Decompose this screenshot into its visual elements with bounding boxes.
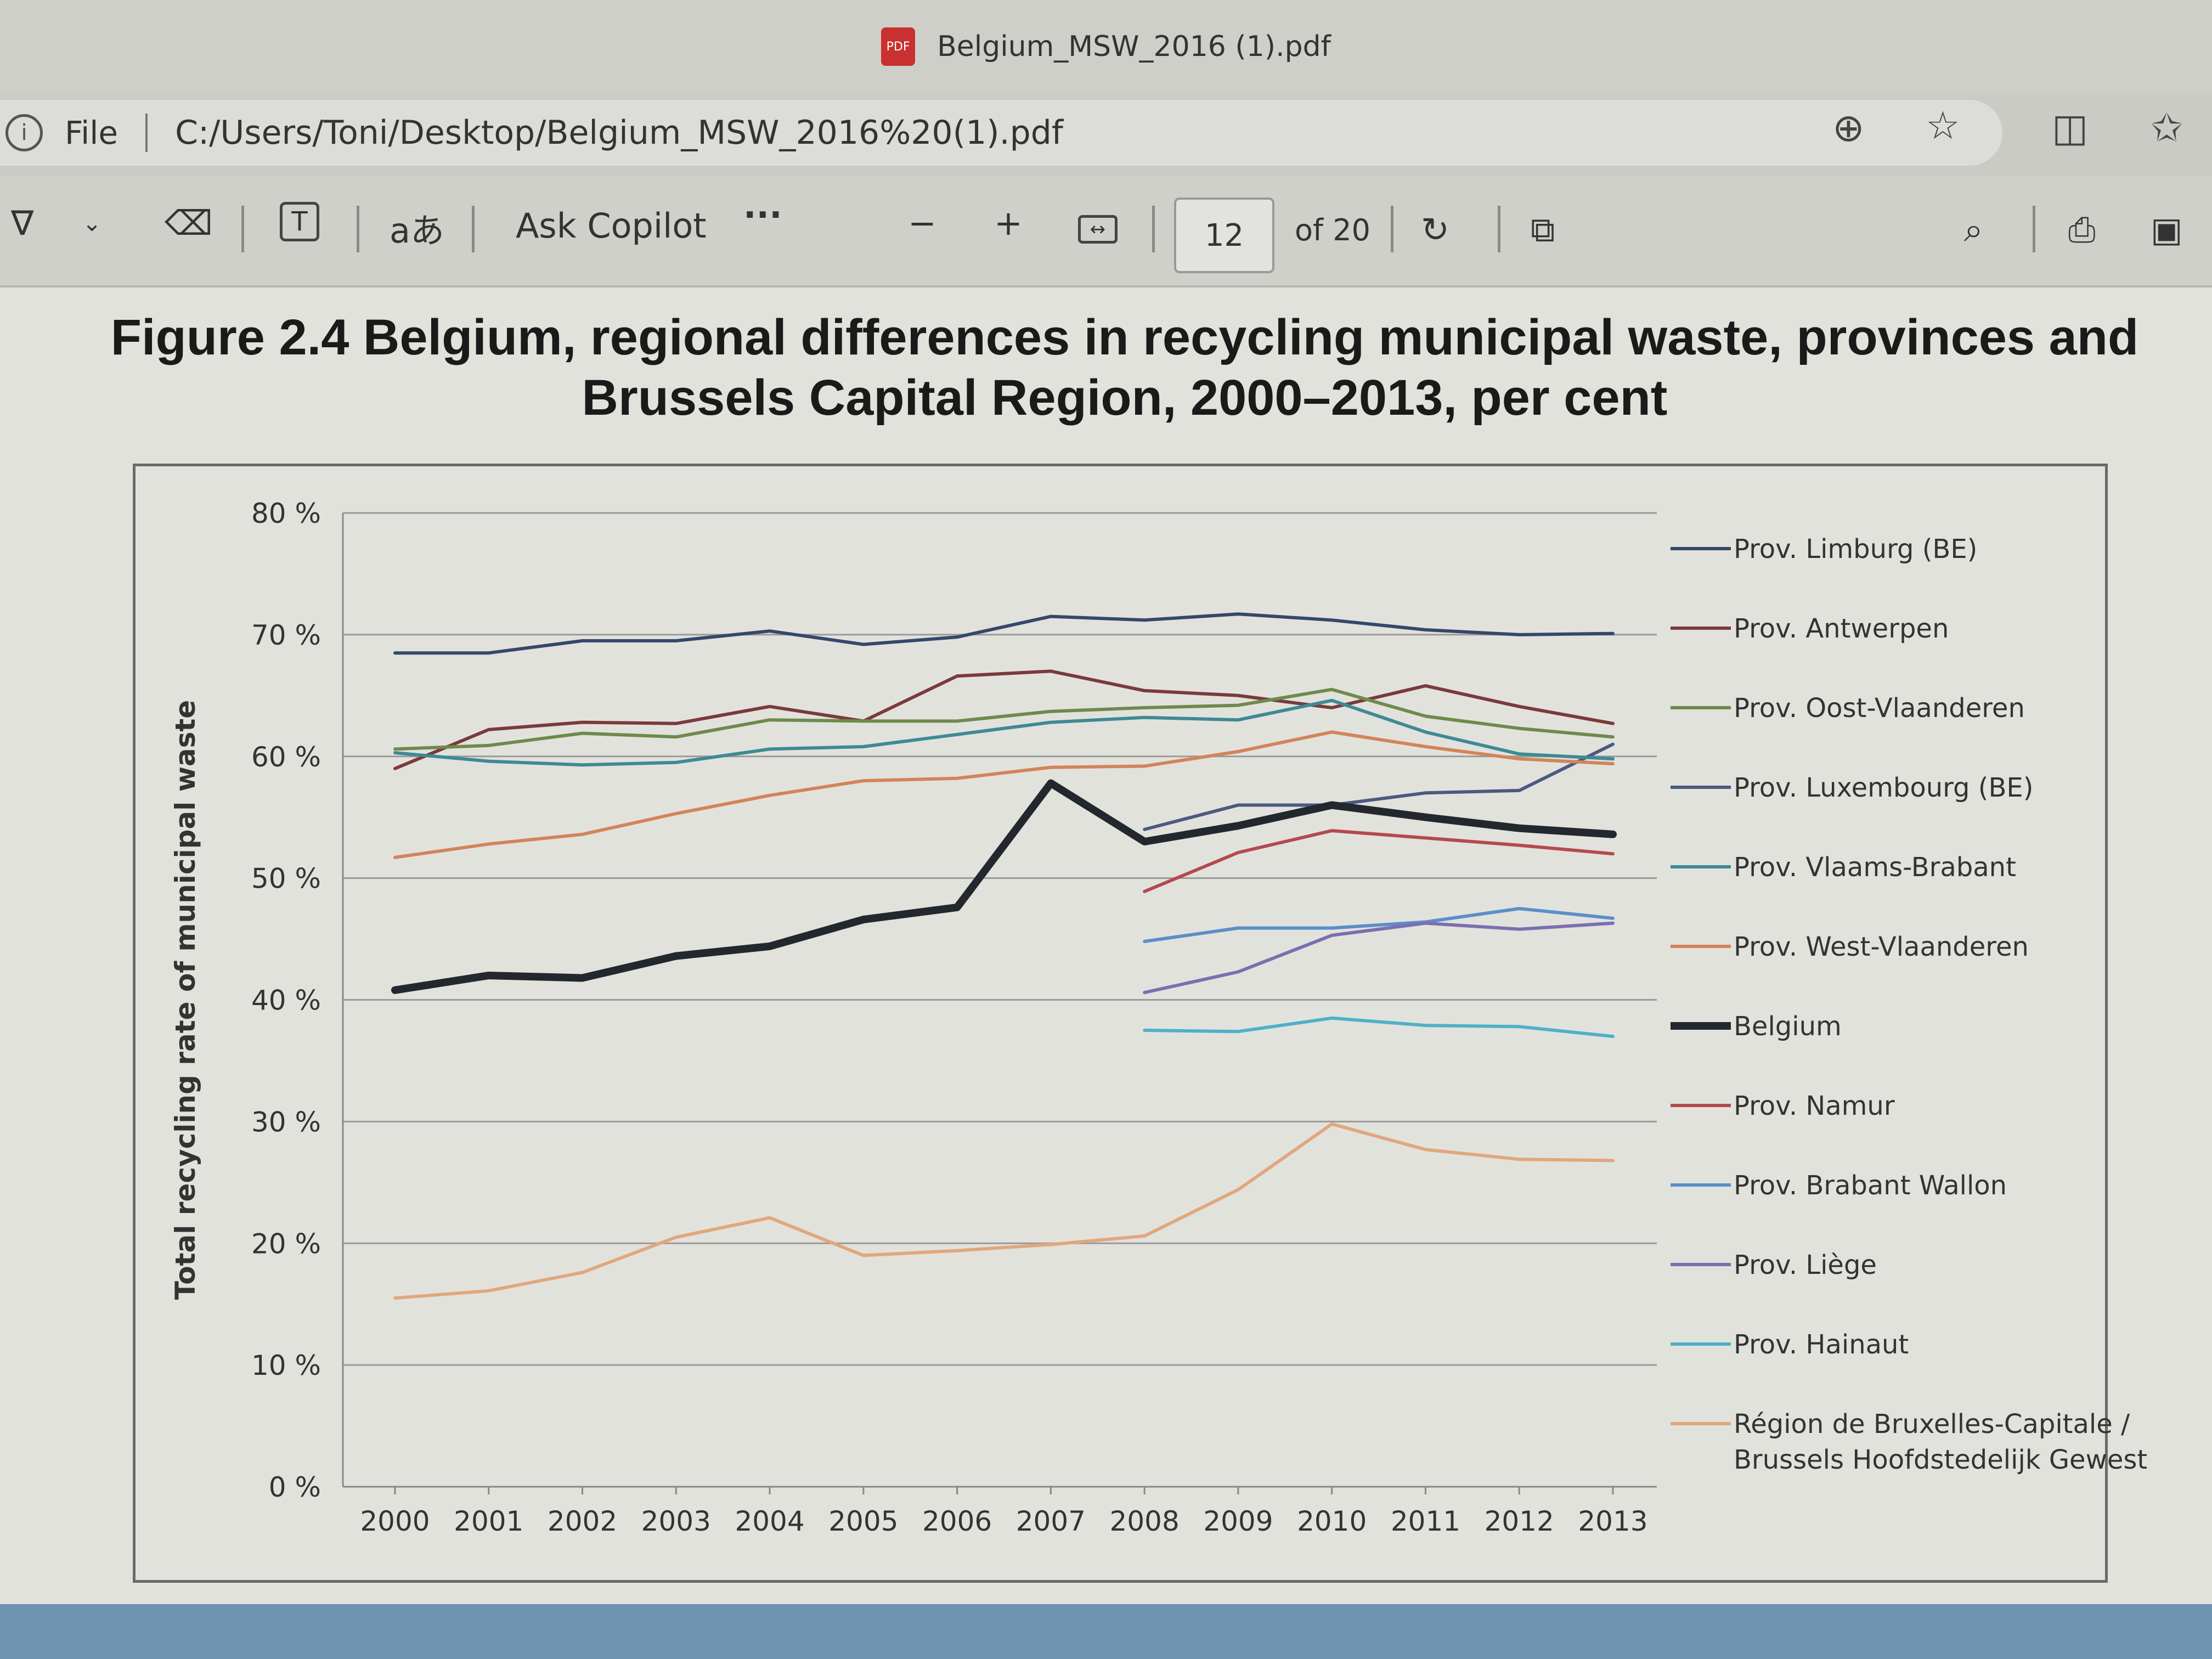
fit-width-icon[interactable]: ↔ [1078, 215, 1118, 244]
legend-label: Prov. West-Vlaanderen [1734, 932, 2029, 962]
legend-label: Belgium [1734, 1011, 1842, 1042]
page-view-icon[interactable]: ⧉ [1531, 210, 1555, 250]
legend-label: Prov. Liège [1734, 1250, 1877, 1280]
star-icon[interactable]: ☆ [1926, 103, 1960, 148]
file-label: File [65, 114, 119, 151]
url-text[interactable]: C:/Users/Toni/Desktop/Belgium_MSW_2016%2… [175, 114, 1063, 152]
series-line-liege [1143, 921, 1615, 995]
chart-gridlines [343, 512, 1657, 1488]
x-tick-label: 2002 [548, 1505, 617, 1537]
page-total: of 20 [1295, 213, 1370, 247]
toolbar-divider [472, 206, 475, 252]
series-line-bruxelles [393, 1122, 1615, 1300]
series-line-namur [1143, 829, 1615, 893]
legend-label: Région de Bruxelles-Capitale / [1734, 1409, 2130, 1440]
print-icon[interactable]: ⎙ [2068, 210, 2096, 250]
series-line-vlaams [393, 698, 1615, 767]
chevron-down-icon[interactable]: ⌄ [82, 210, 102, 236]
legend-label: Prov. Limburg (BE) [1734, 534, 1977, 565]
toolbar-divider [1152, 206, 1155, 252]
draw-icon[interactable]: ∇ [11, 203, 34, 243]
series-line-belgium [391, 779, 1617, 994]
pdf-toolbar: ∇ ⌄ ⌫ T aあ Ask Copilot ··· − + ↔ 12 of 2… [0, 176, 2212, 287]
eraser-icon[interactable]: ⌫ [165, 203, 213, 243]
chart-axes: 0 % 10 % 20 % 30 % 40 % 50 % 60 % 70 % 80 % 2000 2… [170, 498, 1657, 1537]
translate-icon[interactable]: aあ [390, 211, 444, 251]
pdf-file-icon: PDF [881, 27, 916, 66]
x-tick-label: 2005 [828, 1505, 898, 1537]
series-line-limburg [393, 612, 1615, 655]
legend-label: Prov. Brabant Wallon [1734, 1170, 2007, 1201]
zoom-in-button[interactable]: + [994, 203, 1023, 243]
info-icon[interactable]: i [5, 114, 43, 151]
y-tick-label: 40 % [251, 985, 321, 1017]
y-axis-title: Total recycling rate of municipal waste [170, 700, 201, 1300]
y-tick-label: 80 % [251, 498, 321, 529]
window-title: Belgium_MSW_2016 (1).pdf [937, 30, 1331, 63]
page-number-input[interactable]: 12 [1174, 198, 1274, 273]
favorites-icon[interactable]: ✩ [2151, 105, 2183, 150]
series-line-luxembourg [1143, 742, 1615, 831]
y-tick-label: 70 % [251, 619, 321, 651]
x-tick-label: 2004 [735, 1505, 804, 1537]
toolbar-divider [1391, 206, 1393, 252]
legend-label: Prov. Hainaut [1734, 1329, 1909, 1360]
figure-title: Figure 2.4 Belgium, regional differences… [110, 307, 2140, 428]
legend-label: Prov. Antwerpen [1734, 613, 1949, 644]
x-tick-label: 2012 [1485, 1505, 1554, 1537]
text-box-icon[interactable]: T [280, 202, 319, 241]
toolbar-divider [357, 206, 359, 252]
x-tick-label: 2010 [1297, 1505, 1367, 1537]
zoom-out-button[interactable]: − [908, 203, 936, 243]
toolbar-divider [2033, 206, 2035, 252]
y-tick-label: 30 % [251, 1106, 321, 1138]
address-field[interactable]: i File C:/Users/Toni/Desktop/Belgium_MSW… [0, 100, 2002, 166]
legend-label: Prov. Namur [1734, 1091, 1895, 1121]
x-tick-label: 2003 [641, 1505, 711, 1537]
rotate-icon[interactable]: ↻ [1421, 210, 1449, 250]
legend-label: Prov. Vlaams-Brabant [1734, 852, 2016, 883]
split-screen-icon[interactable]: ◫ [2052, 105, 2089, 150]
x-tick-label: 2006 [922, 1505, 992, 1537]
zoom-icon[interactable]: ⊕ [1832, 105, 1865, 150]
x-tick-label: 2011 [1391, 1505, 1460, 1537]
legend-label: Prov. Luxembourg (BE) [1734, 772, 2033, 803]
x-tick-label: 2013 [1578, 1505, 1647, 1537]
y-tick-label: 20 % [251, 1228, 321, 1260]
chart-frame [133, 464, 2108, 1583]
x-tick-label: 2009 [1203, 1505, 1273, 1537]
series-line-oost [393, 687, 1615, 751]
series-line-west [393, 730, 1615, 859]
series-line-hainaut [1143, 1016, 1615, 1039]
chart-series [391, 612, 1617, 1300]
address-bar: i File C:/Users/Toni/Desktop/Belgium_MSW… [0, 93, 2212, 176]
y-tick-label: 50 % [251, 863, 321, 895]
series-line-brabant_wallon [1143, 907, 1615, 943]
toolbar-divider [241, 206, 244, 252]
figure-title-line-1: Figure 2.4 Belgium, regional differences… [110, 309, 2139, 365]
y-tick-label: 10 % [251, 1350, 321, 1381]
x-tick-label: 2008 [1110, 1505, 1180, 1537]
figure-title-line-2: Brussels Capital Region, 2000–2013, per … [582, 370, 1668, 426]
save-icon[interactable]: ▣ [2151, 210, 2183, 250]
x-tick-label: 2001 [454, 1505, 523, 1537]
pdf-page [0, 287, 2212, 1604]
window-title-bar: PDF Belgium_MSW_2016 (1).pdf [0, 0, 2212, 93]
y-tick-label: 60 % [251, 741, 321, 773]
toolbar-divider [1498, 206, 1500, 252]
more-options-button[interactable]: ··· [743, 195, 782, 235]
x-tick-label: 2007 [1016, 1505, 1086, 1537]
legend-label: Brussels Hoofdstedelijk Gewest [1734, 1444, 2147, 1475]
taskbar-strip [0, 1604, 2212, 1659]
search-icon[interactable]: ⌕ [1964, 210, 1983, 250]
series-line-antwerpen [393, 669, 1615, 770]
ask-copilot-button[interactable]: Ask Copilot [516, 206, 707, 246]
x-tick-label: 2000 [360, 1505, 430, 1537]
legend-label: Prov. Oost-Vlaanderen [1734, 693, 2025, 724]
y-tick-label: 0 % [269, 1471, 321, 1503]
address-separator [145, 114, 148, 152]
chart-legend: Prov. Limburg (BE) Prov. Antwerpen Prov. O… [1671, 534, 2147, 1475]
